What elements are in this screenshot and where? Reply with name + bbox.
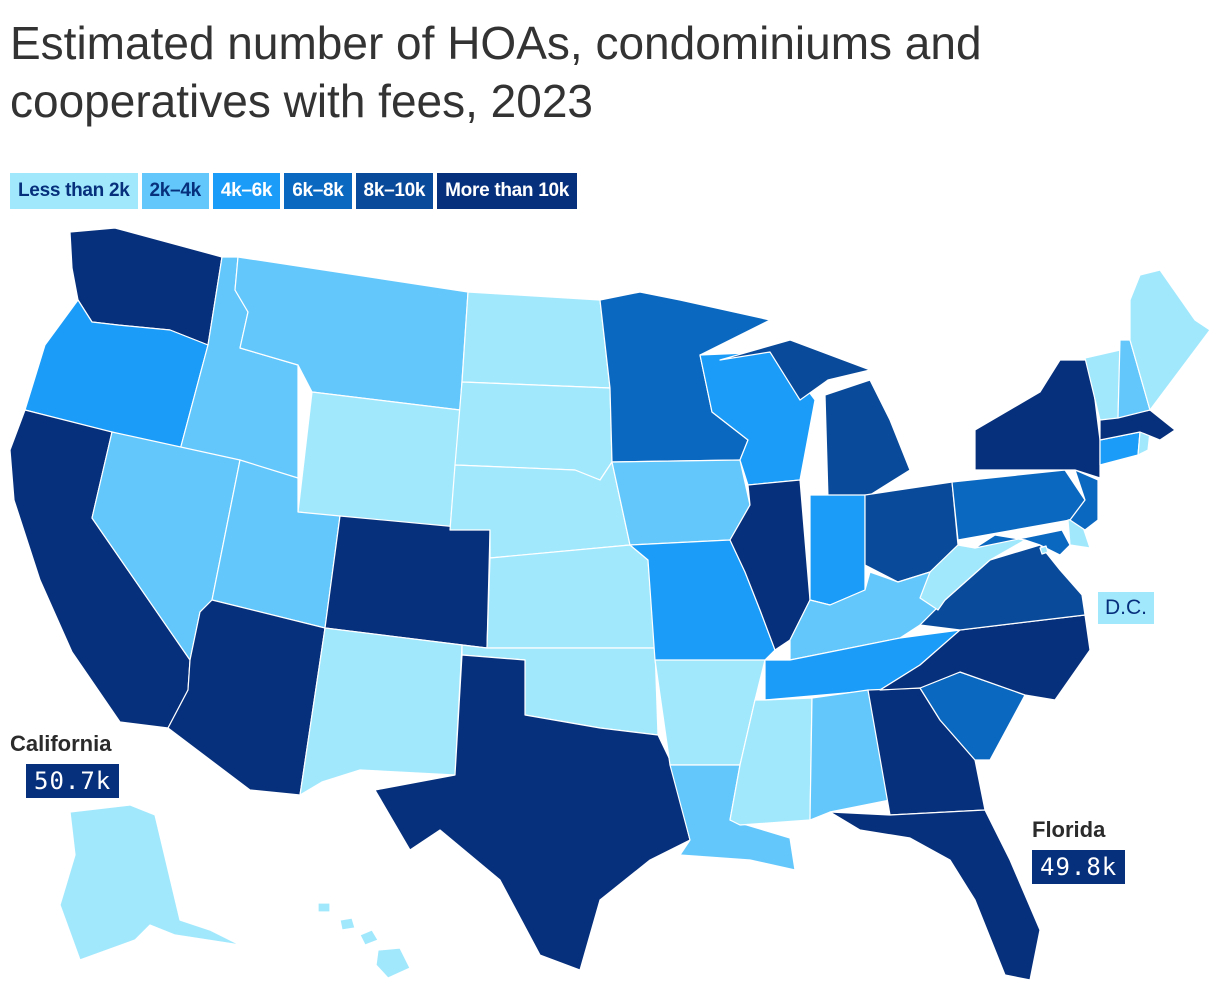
state-me[interactable] [1129,269,1211,411]
legend-item-8k-10k: 8k–10k [355,173,434,209]
state-nm[interactable] [299,627,463,796]
state-sd[interactable] [454,381,613,481]
state-in[interactable] [809,494,866,606]
florida-value-badge: 49.8k [1032,850,1126,884]
legend-label: Less than 2k [18,180,130,201]
state-md[interactable] [974,529,1071,556]
state-nd[interactable] [461,291,611,389]
state-hi[interactable] [317,902,411,979]
california-label: California [10,731,112,756]
state-ia[interactable] [611,459,751,546]
legend-item-2k-4k: 2k–4k [141,173,209,209]
state-nj[interactable] [1069,469,1099,531]
legend-item-6k-8k: 6k–8k [284,173,352,209]
legend-item-lt2k: Less than 2k [10,173,138,209]
legend: Less than 2k 2k–4k 4k–6k 6k–8k 8k–10k Mo… [10,173,578,209]
legend-label: 8k–10k [363,180,426,201]
state-ks[interactable] [486,544,656,649]
legend-item-4k-6k: 4k–6k [212,173,281,209]
state-tx[interactable] [374,654,691,971]
state-il[interactable] [729,479,811,651]
state-pa[interactable] [951,469,1086,541]
legend-item-gt10k: More than 10k [437,173,578,209]
state-al[interactable] [809,689,891,821]
dc-label: D.C. [1098,592,1154,624]
state-co[interactable] [324,515,491,649]
state-wy[interactable] [297,391,461,531]
state-dc[interactable] [1039,545,1049,555]
legend-label: More than 10k [445,180,570,201]
state-fl[interactable] [829,809,1041,981]
california-value-badge: 50.7k [26,764,120,798]
legend-label: 6k–8k [292,180,344,201]
legend-label: 2k–4k [149,180,202,201]
florida-label: Florida [1032,817,1106,842]
state-ny[interactable] [974,359,1101,479]
state-ak[interactable] [59,804,241,961]
state-nc[interactable] [879,614,1091,701]
legend-label: 4k–6k [220,180,273,201]
state-wv[interactable] [919,534,1026,611]
chart-title: Estimated number of HOAs, condominiums a… [10,17,982,127]
